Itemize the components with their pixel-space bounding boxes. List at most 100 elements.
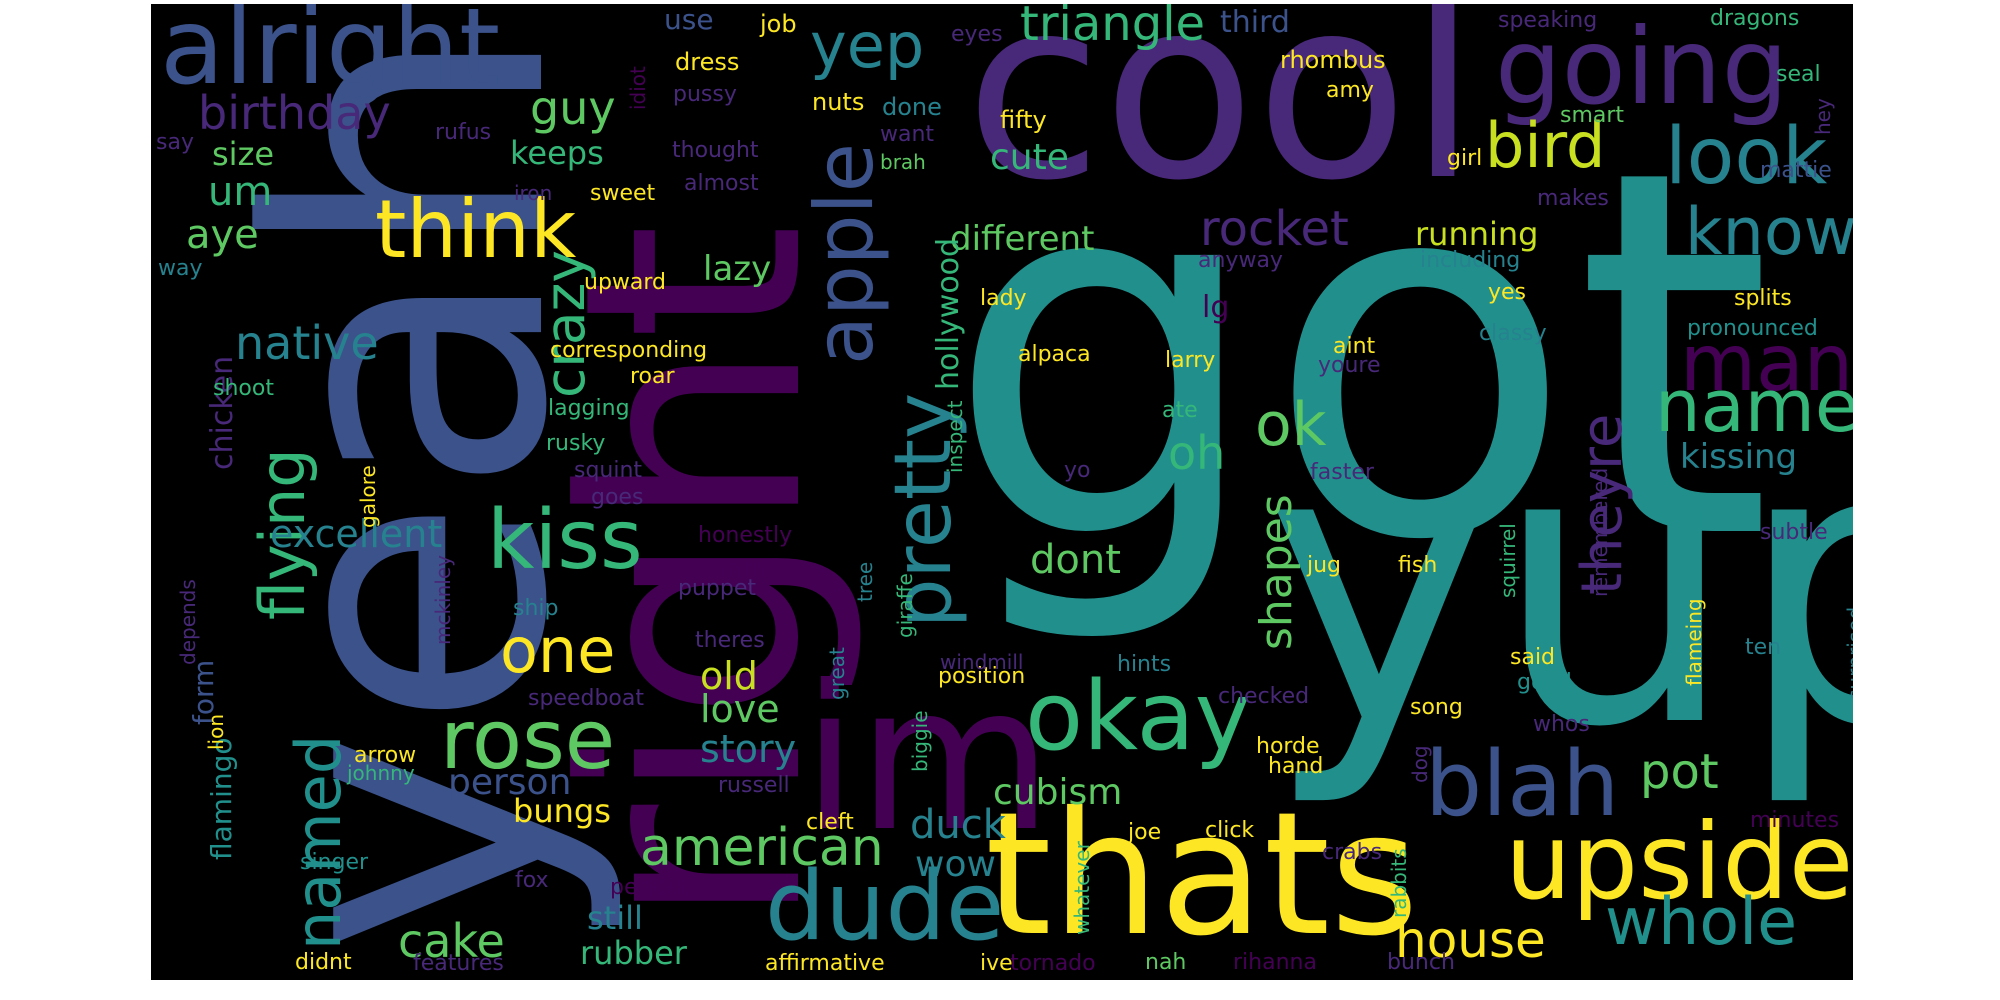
word-still: still xyxy=(587,899,643,937)
word-nuts: nuts xyxy=(812,88,865,116)
word-biggie: biggie xyxy=(908,710,932,772)
word-yup: yup xyxy=(1265,363,1853,811)
word-almost: almost xyxy=(684,171,759,196)
word-song: song xyxy=(1410,695,1463,720)
word-know: know xyxy=(1685,195,1853,270)
word-hints: hints xyxy=(1117,652,1172,677)
word-iron: iron xyxy=(514,181,553,205)
word-native: native xyxy=(235,316,379,370)
word-rose: rose xyxy=(440,693,616,788)
word-galore: galore xyxy=(356,465,380,528)
word-cake: cake xyxy=(398,914,505,968)
word-cool: cool xyxy=(965,4,1478,235)
word-rufus: rufus xyxy=(435,120,492,145)
word-rabbits: rabbits xyxy=(1387,848,1411,918)
word-ive: ive xyxy=(980,951,1013,976)
word-person: person xyxy=(448,762,572,803)
word-amy: amy xyxy=(1326,78,1374,103)
word-said: said xyxy=(1510,645,1556,670)
word-alright: alright xyxy=(160,4,501,108)
word-old: old xyxy=(700,654,758,698)
word-rusky: rusky xyxy=(546,431,606,456)
word-dont: dont xyxy=(1030,537,1121,583)
word-smart: smart xyxy=(1560,103,1625,128)
word-excellent: excellent xyxy=(270,512,443,556)
word-birthday: birthday xyxy=(198,86,391,140)
word-lagging: lagging xyxy=(548,396,630,421)
word-theres: theres xyxy=(695,628,765,653)
word-checked: checked xyxy=(1218,684,1310,709)
word-eyes: eyes xyxy=(951,22,1003,47)
word-bungs: bungs xyxy=(513,792,611,830)
word-one: one xyxy=(500,614,616,687)
word-dragons: dragons xyxy=(1710,6,1800,31)
word-apple: apple xyxy=(798,142,891,365)
word-whatever: whatever xyxy=(1070,841,1094,935)
word-johnny: johnny xyxy=(347,761,415,785)
word-dude: dude xyxy=(765,852,1005,962)
word-remembered: remembered xyxy=(1588,467,1612,597)
word-classy: classy xyxy=(1479,321,1547,346)
word-think: think xyxy=(375,183,577,276)
word-didnt: didnt xyxy=(295,950,352,975)
word-yes: yes xyxy=(1488,280,1527,305)
word-lg: lg xyxy=(1202,290,1230,325)
word-idiot: idiot xyxy=(626,66,650,110)
word-shoot: shoot xyxy=(213,376,274,401)
word-tornado: tornado xyxy=(1010,951,1096,976)
word-pussy: pussy xyxy=(673,82,737,107)
word-youre: youre xyxy=(1318,353,1381,378)
word-pronounced: pronounced xyxy=(1687,316,1818,341)
word-girl: girl xyxy=(1447,146,1483,171)
word-giraffe: giraffe xyxy=(893,573,917,638)
word-sweet: sweet xyxy=(590,181,656,206)
word-im: im xyxy=(802,643,1053,876)
word-roar: roar xyxy=(630,364,675,389)
word-cute: cute xyxy=(990,137,1069,178)
word-named: named xyxy=(282,734,355,950)
word-triangle: triangle xyxy=(1020,4,1206,52)
word-squint: squint xyxy=(574,458,643,483)
word-mattie: mattie xyxy=(1760,158,1832,183)
word-tree: tree xyxy=(853,561,877,602)
word-dress: dress xyxy=(675,48,740,76)
word-alpaca: alpaca xyxy=(1018,342,1091,367)
word-rubber: rubber xyxy=(580,934,687,972)
word-features: features xyxy=(413,951,504,976)
word-got: got xyxy=(945,63,1773,651)
word-american: american xyxy=(640,818,884,878)
word-rhombus: rhombus xyxy=(1280,46,1386,74)
word-subtle: subtle xyxy=(1760,520,1828,545)
word-chicken: chicken xyxy=(205,355,240,470)
word-look: look xyxy=(1665,112,1828,202)
word-makes: makes xyxy=(1537,186,1609,211)
word-splits: splits xyxy=(1734,286,1792,311)
word-blah: blah xyxy=(1425,732,1620,837)
word-want: want xyxy=(880,122,935,147)
word-cloud: gotyeahrightyupcoolthatsimalrightgoingup… xyxy=(151,4,1853,980)
word-shapes: shapes xyxy=(1251,494,1302,650)
word-ate: ate xyxy=(1162,398,1198,423)
word-faster: faster xyxy=(1310,460,1374,485)
word-speedboat: speedboat xyxy=(528,686,644,711)
word-pot: pot xyxy=(1640,744,1719,800)
word-anyway: anyway xyxy=(1198,248,1283,273)
word-yo: yo xyxy=(1064,458,1091,483)
word-running: running xyxy=(1415,215,1539,253)
word-rihanna: rihanna xyxy=(1233,950,1317,975)
word-man: man xyxy=(1680,319,1853,409)
word-wow: wow xyxy=(915,844,996,885)
word-keeps: keeps xyxy=(510,134,604,172)
word-flamingo: flamingo xyxy=(205,737,238,861)
word-great: great xyxy=(825,647,849,700)
word-kiss: kiss xyxy=(487,493,643,588)
word-singer: singer xyxy=(300,850,369,875)
word-position: position xyxy=(938,664,1026,689)
word-rocket: rocket xyxy=(1200,201,1349,257)
word-guy: guy xyxy=(530,81,616,135)
word-minutes: minutes xyxy=(1750,808,1840,833)
word-oh: oh xyxy=(1168,426,1226,480)
word-larry: larry xyxy=(1165,348,1216,373)
word-different: different xyxy=(950,219,1095,259)
word-okay: okay xyxy=(1025,662,1251,772)
